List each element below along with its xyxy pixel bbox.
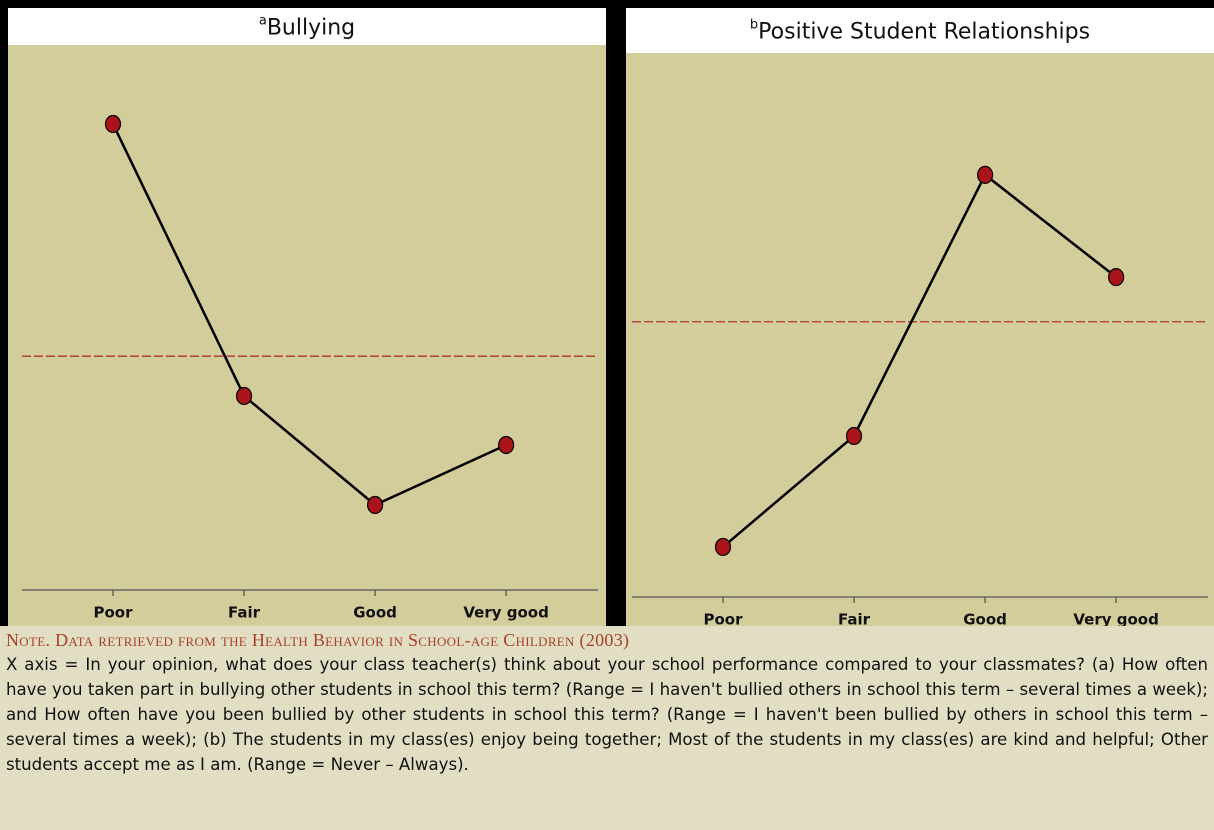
marker bbox=[104, 114, 122, 134]
x-tick-label: Very good bbox=[463, 604, 548, 622]
title-superscript: a bbox=[259, 13, 267, 28]
charts: aBullying Poor Fair Good Very good bPositive … bbox=[0, 0, 1214, 626]
marker bbox=[366, 495, 384, 515]
title-superscript: b bbox=[750, 17, 758, 32]
note-heading: Note. Data retrieved from the Health Beh… bbox=[6, 630, 630, 650]
plot-area bbox=[8, 45, 606, 626]
chart-title: bPositive Student Relationships bbox=[750, 17, 1090, 45]
x-tick-label: Poor bbox=[704, 611, 744, 627]
marker bbox=[1108, 268, 1125, 287]
chart-title: aBullying bbox=[259, 13, 355, 41]
title-area bbox=[8, 8, 606, 45]
marker bbox=[976, 165, 994, 184]
marker bbox=[845, 426, 863, 446]
x-tick-label: Good bbox=[963, 611, 1007, 627]
note: Note. Data retrieved from the Health Beh… bbox=[0, 626, 1214, 830]
x-tick-label: Poor bbox=[94, 604, 134, 622]
title-text: Positive Student Relationships bbox=[758, 20, 1090, 45]
marker bbox=[714, 537, 732, 557]
x-tick-label: Fair bbox=[228, 604, 261, 622]
note-text: X axis = In your opinion, what does your… bbox=[6, 655, 1208, 774]
line bbox=[111, 123, 507, 507]
plot-area bbox=[626, 53, 1214, 626]
marker bbox=[235, 386, 253, 406]
title-area bbox=[626, 8, 1214, 53]
marker bbox=[498, 435, 515, 455]
line bbox=[722, 172, 1117, 548]
x-tick-label: Good bbox=[353, 604, 397, 622]
x-tick-label: Very good bbox=[1073, 611, 1158, 627]
title-text: Bullying bbox=[267, 16, 355, 41]
x-tick-label: Fair bbox=[838, 611, 871, 627]
